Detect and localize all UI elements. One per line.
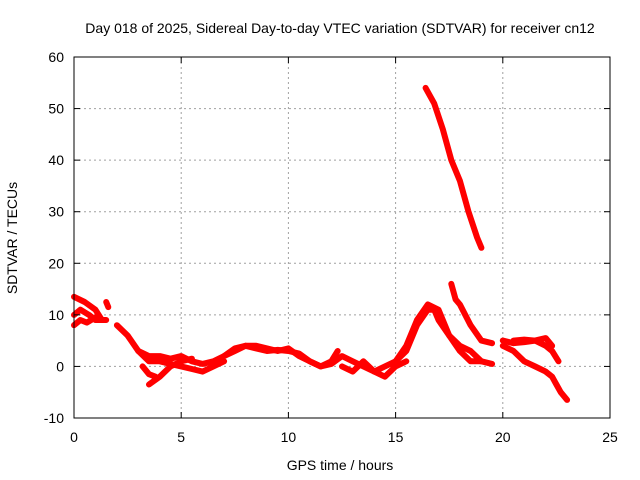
x-tick-label: 25	[602, 429, 618, 445]
series-line-s8	[146, 355, 195, 388]
chart-title: Day 018 of 2025, Sidereal Day-to-day VTE…	[85, 20, 595, 36]
series-line-s2	[71, 306, 110, 323]
y-tick-label: -10	[44, 410, 64, 426]
y-tick-label: 0	[56, 358, 64, 374]
plot-frame	[73, 56, 611, 419]
series-line-s16	[499, 335, 556, 349]
series-line-s9	[221, 342, 341, 370]
x-tick-label: 20	[495, 429, 511, 445]
series-line-s1	[71, 293, 105, 323]
x-tick-label: 0	[70, 429, 78, 445]
x-axis-title: GPS time / hours	[287, 457, 394, 473]
ticks: 0 5 10 15 20 25 -10 0 10 20 30 40 50 60	[44, 49, 618, 445]
series-line-s4	[103, 299, 112, 311]
series-line-s14	[499, 342, 571, 403]
y-axis-title: SDTVAR / TECUs	[4, 182, 20, 294]
grid	[74, 57, 610, 418]
x-tick-label: 10	[281, 429, 297, 445]
y-tick-label: 30	[48, 204, 64, 220]
x-tick-label: 15	[388, 429, 404, 445]
x-tick-label: 5	[177, 429, 185, 445]
y-tick-label: 10	[48, 307, 64, 323]
y-tick-label: 40	[48, 152, 64, 168]
y-tick-label: 20	[48, 255, 64, 271]
series-line-s12	[422, 84, 485, 251]
y-tick-label: 50	[48, 101, 64, 117]
series-line-s11	[392, 301, 496, 367]
series-line-s10	[339, 358, 410, 380]
series-line-s3	[71, 314, 99, 329]
y-tick-label: 60	[48, 49, 64, 65]
series-layer	[71, 84, 571, 403]
series-line-s7	[139, 363, 159, 380]
series-line-s13	[448, 280, 496, 347]
